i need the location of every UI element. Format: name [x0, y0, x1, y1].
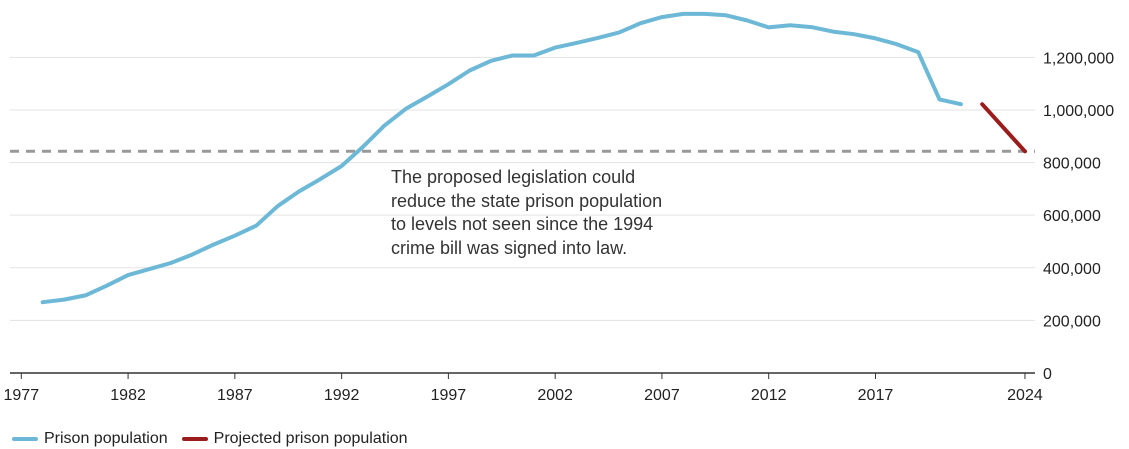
x-tick-label: 1992	[324, 387, 360, 404]
y-tick-label: 800,000	[1043, 156, 1101, 173]
chart-annotation: The proposed legislation could reduce th…	[391, 167, 663, 258]
x-tick-label: 2002	[537, 387, 573, 404]
series-line-projected-prison-population	[980, 102, 1027, 154]
y-tick-label: 1,200,000	[1043, 50, 1114, 67]
x-tick-label: 2012	[751, 387, 787, 404]
y-tick-label: 1,000,000	[1043, 103, 1114, 120]
y-tick-label: 200,000	[1043, 313, 1101, 330]
x-tick-label: 2017	[858, 387, 894, 404]
legend-label-projected-prison-population: Projected prison population	[213, 430, 408, 447]
legend-swatch-prison-population	[12, 437, 38, 441]
x-axis: 1977 1982 1987 1992 1997 2002 2007 2012 2017 2024	[4, 372, 1043, 404]
legend-label-prison-population: Prison population	[44, 430, 168, 447]
series-group	[40, 11, 1027, 305]
x-tick-label: 1987	[217, 387, 253, 404]
x-tick-label: 1982	[110, 387, 146, 404]
x-tick-label: 1977	[4, 387, 40, 404]
y-tick-label: 0	[1043, 366, 1052, 383]
x-tick-label: 1997	[431, 387, 467, 404]
y-tick-label: 400,000	[1043, 261, 1101, 278]
legend-item-projected-prison-population: Projected prison population	[181, 430, 408, 448]
x-tick-label: 2007	[644, 387, 680, 404]
legend-swatch-projected-prison-population	[181, 437, 208, 441]
y-tick-label: 600,000	[1043, 208, 1101, 225]
y-axis: 0 200,000 400,000 600,000 800,000 1,000,000 1,…	[1043, 50, 1114, 383]
x-tick-label: 2024	[1007, 387, 1043, 404]
legend-item-prison-population: Prison population	[12, 430, 168, 448]
chart-legend: Prison population Projected prison popul…	[12, 430, 422, 448]
series-line-prison-population	[40, 11, 963, 305]
